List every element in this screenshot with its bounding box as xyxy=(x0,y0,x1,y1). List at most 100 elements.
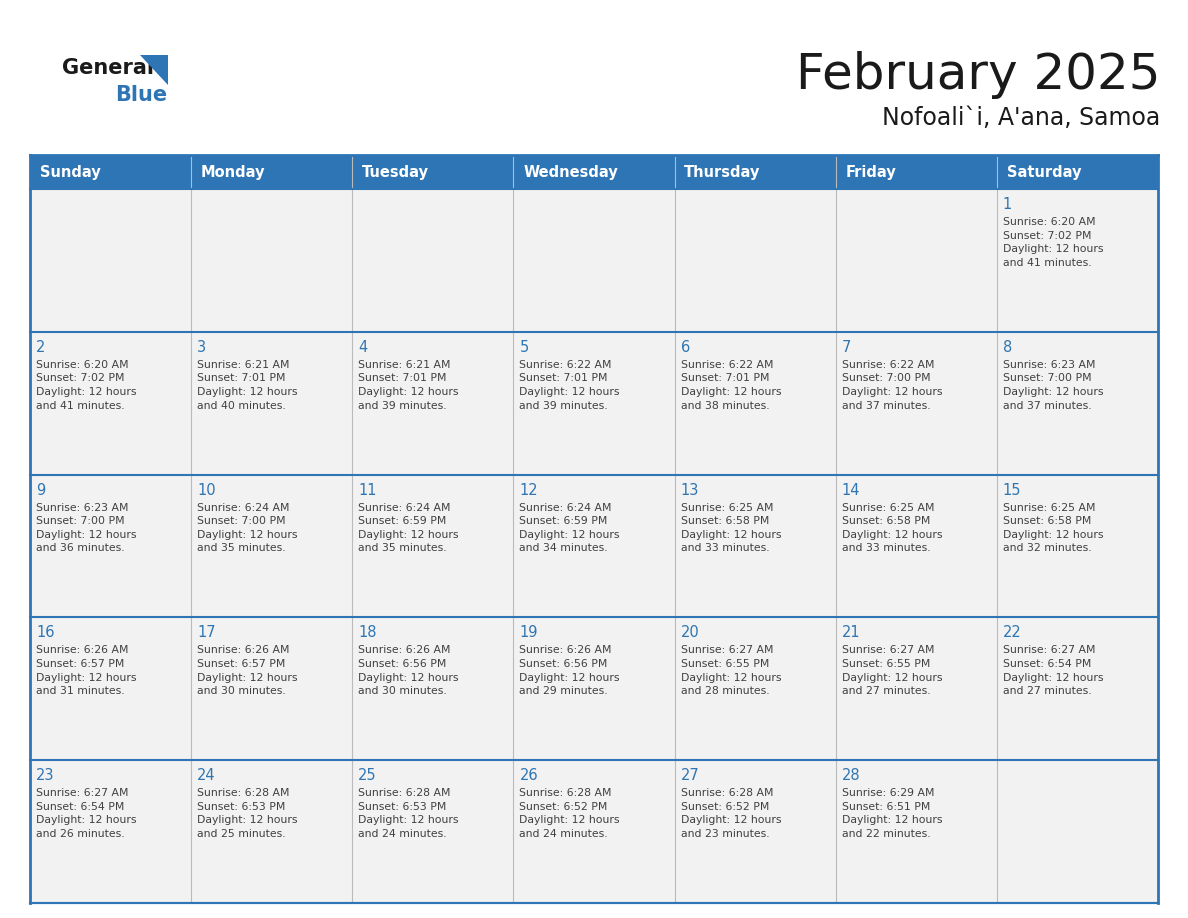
Text: Sunrise: 6:24 AM
Sunset: 6:59 PM
Daylight: 12 hours
and 35 minutes.: Sunrise: 6:24 AM Sunset: 6:59 PM Dayligh… xyxy=(359,502,459,554)
Text: 26: 26 xyxy=(519,768,538,783)
Text: Sunrise: 6:25 AM
Sunset: 6:58 PM
Daylight: 12 hours
and 32 minutes.: Sunrise: 6:25 AM Sunset: 6:58 PM Dayligh… xyxy=(1003,502,1104,554)
Bar xyxy=(675,760,835,903)
Text: 28: 28 xyxy=(842,768,860,783)
Text: Sunrise: 6:25 AM
Sunset: 6:58 PM
Daylight: 12 hours
and 33 minutes.: Sunrise: 6:25 AM Sunset: 6:58 PM Dayligh… xyxy=(681,502,781,554)
Text: 12: 12 xyxy=(519,483,538,498)
Text: Sunrise: 6:21 AM
Sunset: 7:01 PM
Daylight: 12 hours
and 39 minutes.: Sunrise: 6:21 AM Sunset: 7:01 PM Dayligh… xyxy=(359,360,459,410)
Text: 18: 18 xyxy=(359,625,377,641)
Bar xyxy=(835,331,997,475)
Text: Sunrise: 6:24 AM
Sunset: 6:59 PM
Daylight: 12 hours
and 34 minutes.: Sunrise: 6:24 AM Sunset: 6:59 PM Dayligh… xyxy=(519,502,620,554)
Bar xyxy=(675,475,835,618)
Text: 1: 1 xyxy=(1003,197,1012,212)
Text: 5: 5 xyxy=(519,340,529,354)
Bar xyxy=(997,475,1158,618)
Text: Sunrise: 6:22 AM
Sunset: 7:00 PM
Daylight: 12 hours
and 37 minutes.: Sunrise: 6:22 AM Sunset: 7:00 PM Dayligh… xyxy=(842,360,942,410)
Bar xyxy=(353,475,513,618)
Text: Sunrise: 6:22 AM
Sunset: 7:01 PM
Daylight: 12 hours
and 38 minutes.: Sunrise: 6:22 AM Sunset: 7:01 PM Dayligh… xyxy=(681,360,781,410)
Text: 23: 23 xyxy=(36,768,55,783)
Text: 27: 27 xyxy=(681,768,700,783)
Bar xyxy=(353,189,513,331)
Text: Thursday: Thursday xyxy=(684,164,760,180)
Bar xyxy=(997,760,1158,903)
Bar xyxy=(997,331,1158,475)
Text: Monday: Monday xyxy=(201,164,265,180)
Text: 21: 21 xyxy=(842,625,860,641)
Text: Sunrise: 6:26 AM
Sunset: 6:57 PM
Daylight: 12 hours
and 31 minutes.: Sunrise: 6:26 AM Sunset: 6:57 PM Dayligh… xyxy=(36,645,137,696)
Bar xyxy=(997,618,1158,760)
Text: 22: 22 xyxy=(1003,625,1022,641)
Bar xyxy=(30,155,1158,189)
Bar xyxy=(835,189,997,331)
Text: General: General xyxy=(62,58,154,78)
Text: Sunrise: 6:27 AM
Sunset: 6:54 PM
Daylight: 12 hours
and 26 minutes.: Sunrise: 6:27 AM Sunset: 6:54 PM Dayligh… xyxy=(36,789,137,839)
Text: Sunrise: 6:20 AM
Sunset: 7:02 PM
Daylight: 12 hours
and 41 minutes.: Sunrise: 6:20 AM Sunset: 7:02 PM Dayligh… xyxy=(1003,217,1104,268)
Bar xyxy=(675,618,835,760)
Text: 14: 14 xyxy=(842,483,860,498)
Text: 4: 4 xyxy=(359,340,367,354)
Text: 9: 9 xyxy=(36,483,45,498)
Bar xyxy=(513,760,675,903)
Text: 7: 7 xyxy=(842,340,851,354)
Bar xyxy=(30,475,191,618)
Text: Sunrise: 6:24 AM
Sunset: 7:00 PM
Daylight: 12 hours
and 35 minutes.: Sunrise: 6:24 AM Sunset: 7:00 PM Dayligh… xyxy=(197,502,298,554)
Bar xyxy=(835,618,997,760)
Bar xyxy=(191,760,353,903)
Text: Sunrise: 6:23 AM
Sunset: 7:00 PM
Daylight: 12 hours
and 36 minutes.: Sunrise: 6:23 AM Sunset: 7:00 PM Dayligh… xyxy=(36,502,137,554)
Bar xyxy=(353,331,513,475)
Text: 13: 13 xyxy=(681,483,699,498)
Bar xyxy=(353,618,513,760)
Text: Sunrise: 6:21 AM
Sunset: 7:01 PM
Daylight: 12 hours
and 40 minutes.: Sunrise: 6:21 AM Sunset: 7:01 PM Dayligh… xyxy=(197,360,298,410)
Text: 2: 2 xyxy=(36,340,45,354)
Bar xyxy=(30,760,191,903)
Bar xyxy=(997,189,1158,331)
Text: 17: 17 xyxy=(197,625,216,641)
Bar xyxy=(191,189,353,331)
Text: Sunrise: 6:28 AM
Sunset: 6:52 PM
Daylight: 12 hours
and 23 minutes.: Sunrise: 6:28 AM Sunset: 6:52 PM Dayligh… xyxy=(681,789,781,839)
Text: 10: 10 xyxy=(197,483,216,498)
Bar xyxy=(353,760,513,903)
Bar xyxy=(191,618,353,760)
Text: 24: 24 xyxy=(197,768,216,783)
Bar xyxy=(513,475,675,618)
Bar xyxy=(675,189,835,331)
Bar xyxy=(835,475,997,618)
Text: Sunrise: 6:23 AM
Sunset: 7:00 PM
Daylight: 12 hours
and 37 minutes.: Sunrise: 6:23 AM Sunset: 7:00 PM Dayligh… xyxy=(1003,360,1104,410)
Text: Nofoali`i, A'ana, Samoa: Nofoali`i, A'ana, Samoa xyxy=(881,106,1159,130)
Bar xyxy=(675,331,835,475)
Bar xyxy=(513,618,675,760)
Bar xyxy=(30,618,191,760)
Text: February 2025: February 2025 xyxy=(796,51,1159,99)
Text: Wednesday: Wednesday xyxy=(523,164,618,180)
Text: Sunrise: 6:27 AM
Sunset: 6:54 PM
Daylight: 12 hours
and 27 minutes.: Sunrise: 6:27 AM Sunset: 6:54 PM Dayligh… xyxy=(1003,645,1104,696)
Text: 25: 25 xyxy=(359,768,377,783)
Text: Sunrise: 6:29 AM
Sunset: 6:51 PM
Daylight: 12 hours
and 22 minutes.: Sunrise: 6:29 AM Sunset: 6:51 PM Dayligh… xyxy=(842,789,942,839)
Text: Sunday: Sunday xyxy=(39,164,101,180)
Text: Sunrise: 6:28 AM
Sunset: 6:53 PM
Daylight: 12 hours
and 25 minutes.: Sunrise: 6:28 AM Sunset: 6:53 PM Dayligh… xyxy=(197,789,298,839)
Text: 16: 16 xyxy=(36,625,55,641)
Bar xyxy=(191,331,353,475)
Text: Tuesday: Tuesday xyxy=(362,164,429,180)
Text: Sunrise: 6:20 AM
Sunset: 7:02 PM
Daylight: 12 hours
and 41 minutes.: Sunrise: 6:20 AM Sunset: 7:02 PM Dayligh… xyxy=(36,360,137,410)
Bar xyxy=(513,189,675,331)
Text: 15: 15 xyxy=(1003,483,1022,498)
Text: Sunrise: 6:28 AM
Sunset: 6:53 PM
Daylight: 12 hours
and 24 minutes.: Sunrise: 6:28 AM Sunset: 6:53 PM Dayligh… xyxy=(359,789,459,839)
Text: Sunrise: 6:27 AM
Sunset: 6:55 PM
Daylight: 12 hours
and 27 minutes.: Sunrise: 6:27 AM Sunset: 6:55 PM Dayligh… xyxy=(842,645,942,696)
Text: Friday: Friday xyxy=(846,164,896,180)
Bar xyxy=(835,760,997,903)
Bar xyxy=(30,189,191,331)
Text: Blue: Blue xyxy=(115,85,168,105)
Text: 8: 8 xyxy=(1003,340,1012,354)
Bar xyxy=(30,331,191,475)
Text: Sunrise: 6:26 AM
Sunset: 6:56 PM
Daylight: 12 hours
and 30 minutes.: Sunrise: 6:26 AM Sunset: 6:56 PM Dayligh… xyxy=(359,645,459,696)
Text: Sunrise: 6:25 AM
Sunset: 6:58 PM
Daylight: 12 hours
and 33 minutes.: Sunrise: 6:25 AM Sunset: 6:58 PM Dayligh… xyxy=(842,502,942,554)
Text: Sunrise: 6:26 AM
Sunset: 6:57 PM
Daylight: 12 hours
and 30 minutes.: Sunrise: 6:26 AM Sunset: 6:57 PM Dayligh… xyxy=(197,645,298,696)
Bar xyxy=(191,475,353,618)
Bar xyxy=(513,331,675,475)
Text: 20: 20 xyxy=(681,625,700,641)
Text: 6: 6 xyxy=(681,340,690,354)
Polygon shape xyxy=(140,55,168,85)
Text: Sunrise: 6:28 AM
Sunset: 6:52 PM
Daylight: 12 hours
and 24 minutes.: Sunrise: 6:28 AM Sunset: 6:52 PM Dayligh… xyxy=(519,789,620,839)
Text: Sunrise: 6:22 AM
Sunset: 7:01 PM
Daylight: 12 hours
and 39 minutes.: Sunrise: 6:22 AM Sunset: 7:01 PM Dayligh… xyxy=(519,360,620,410)
Text: Sunrise: 6:27 AM
Sunset: 6:55 PM
Daylight: 12 hours
and 28 minutes.: Sunrise: 6:27 AM Sunset: 6:55 PM Dayligh… xyxy=(681,645,781,696)
Text: Saturday: Saturday xyxy=(1006,164,1081,180)
